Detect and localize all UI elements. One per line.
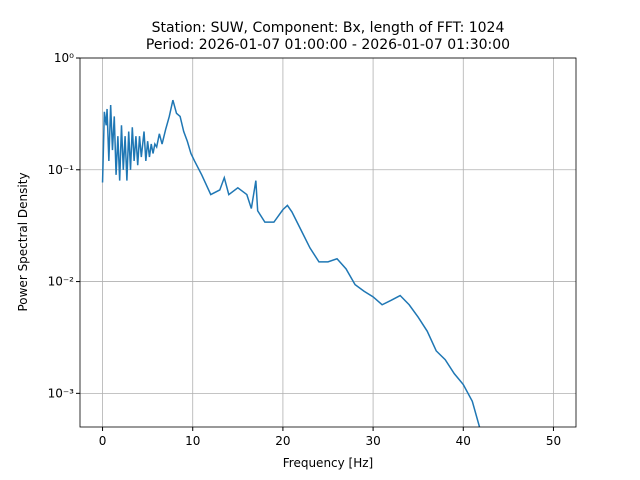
data-line [101, 99, 481, 427]
x-tick-label: 30 [365, 434, 380, 448]
x-axis-label: Frequency [Hz] [283, 456, 374, 470]
y-tick-label: 10⁻³ [48, 386, 75, 400]
x-tick-label: 20 [275, 434, 290, 448]
x-tick-label: 0 [99, 434, 107, 448]
chart-subtitle: Period: 2026-01-07 01:00:00 - 2026-01-07… [146, 37, 510, 53]
x-tick-label: 40 [456, 434, 471, 448]
y-tick-label: 10⁻¹ [48, 163, 75, 177]
y-axis-label: Power Spectral Density [16, 172, 30, 311]
y-tick-label: 10⁰ [54, 51, 74, 65]
x-tick-label: 10 [185, 434, 200, 448]
chart-title: Station: SUW, Component: Bx, length of F… [152, 20, 505, 36]
plot-frame [79, 57, 577, 428]
y-tick-label: 10⁻² [48, 275, 75, 289]
x-tick-label: 50 [546, 434, 561, 448]
